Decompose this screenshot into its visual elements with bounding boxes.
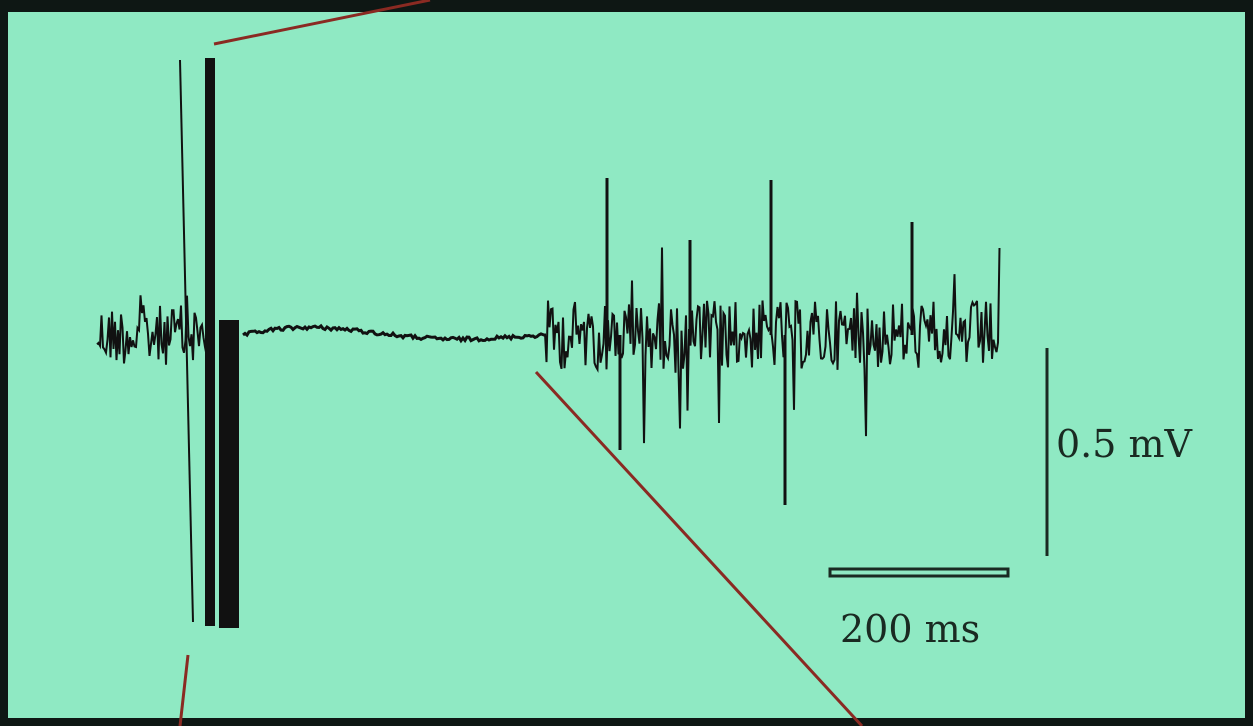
screen-photo: 0.5 mV 200 ms bbox=[0, 0, 1253, 726]
horizontal-scale-label: 200 ms bbox=[840, 607, 980, 651]
vertical-scale-label: 0.5 mV bbox=[1056, 422, 1193, 466]
page: 0.5 mV 200 ms (() => { const data = JSON… bbox=[0, 0, 1253, 726]
stimulus-artifact bbox=[205, 58, 215, 626]
